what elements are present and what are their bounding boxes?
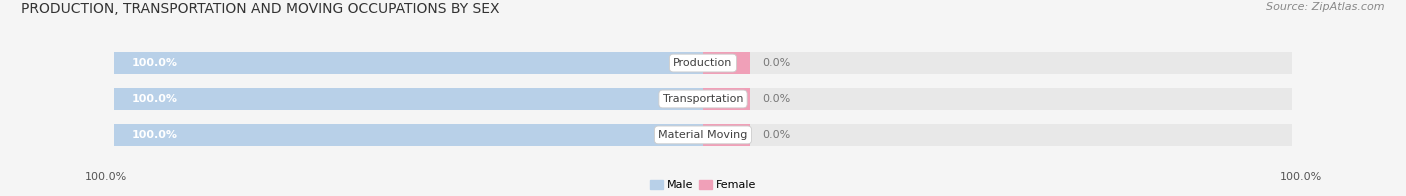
Text: 0.0%: 0.0% bbox=[762, 58, 790, 68]
Text: 0.0%: 0.0% bbox=[762, 130, 790, 140]
Bar bbox=[114, 88, 703, 110]
Bar bbox=[114, 124, 1292, 146]
Bar bbox=[114, 88, 1292, 110]
Text: 100.0%: 100.0% bbox=[132, 58, 177, 68]
Text: 100.0%: 100.0% bbox=[1279, 172, 1322, 182]
Bar bbox=[114, 124, 703, 146]
Legend: Male, Female: Male, Female bbox=[650, 180, 756, 191]
Text: Material Moving: Material Moving bbox=[658, 130, 748, 140]
Bar bbox=[703, 124, 751, 146]
Bar bbox=[114, 52, 703, 74]
Bar bbox=[114, 52, 1292, 74]
Text: Transportation: Transportation bbox=[662, 94, 744, 104]
Text: Production: Production bbox=[673, 58, 733, 68]
Bar bbox=[703, 88, 751, 110]
Text: 100.0%: 100.0% bbox=[132, 130, 177, 140]
Text: PRODUCTION, TRANSPORTATION AND MOVING OCCUPATIONS BY SEX: PRODUCTION, TRANSPORTATION AND MOVING OC… bbox=[21, 2, 499, 16]
Text: Source: ZipAtlas.com: Source: ZipAtlas.com bbox=[1267, 2, 1385, 12]
Bar bbox=[703, 52, 751, 74]
Text: 100.0%: 100.0% bbox=[132, 94, 177, 104]
Text: 0.0%: 0.0% bbox=[762, 94, 790, 104]
Text: 100.0%: 100.0% bbox=[84, 172, 127, 182]
